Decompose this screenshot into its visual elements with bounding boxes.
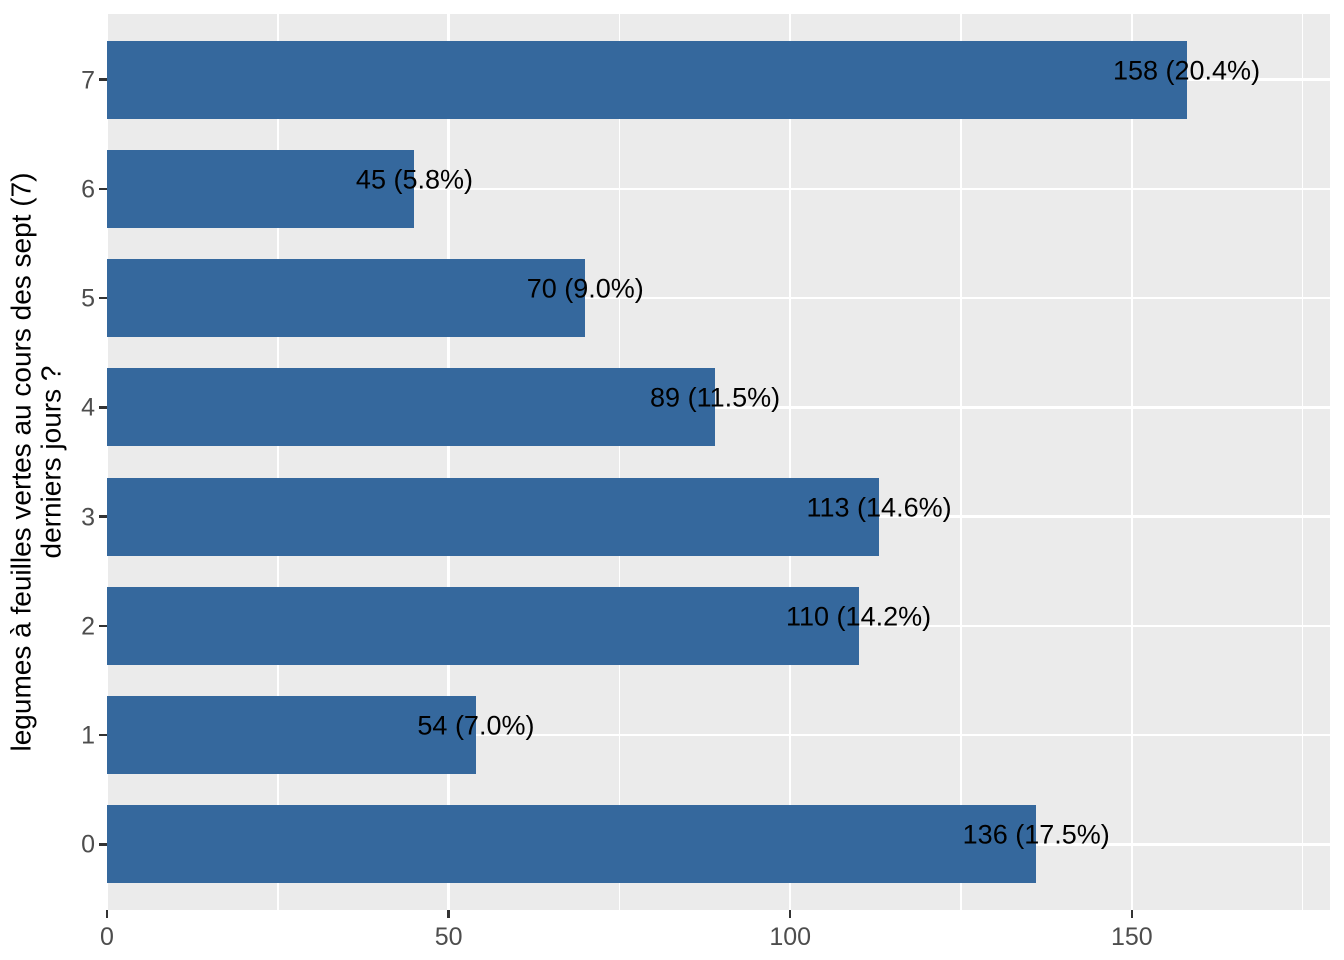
plot-panel: 158 (20.4%) 45 (5.8%) 70 (9.0%) 89 (11.5%) 1… — [107, 14, 1330, 910]
bar-6 — [107, 149, 415, 228]
bar-1 — [107, 696, 476, 775]
y-tick-mark-7 — [99, 78, 107, 81]
bar-7 — [107, 40, 1187, 119]
y-tick-mark-5 — [99, 296, 107, 300]
y-tick-label-1: 1 — [81, 721, 95, 750]
y-axis-title-line-1: legumes à feuilles vertes au cours des s… — [5, 172, 37, 752]
gridline-minor-x-125 — [960, 14, 962, 910]
bar-label-7: 158 (20.4%) — [1112, 55, 1261, 86]
bar-0 — [107, 805, 1037, 884]
bar-label-1: 54 (7.0%) — [417, 710, 535, 741]
y-tick-mark-3 — [99, 515, 107, 518]
gridline-major-y-6 — [107, 187, 1330, 191]
y-tick-label-5: 5 — [81, 284, 95, 313]
x-tick-label-50: 50 — [434, 923, 463, 951]
x-tick-mark-150 — [1130, 910, 1134, 918]
bar-5 — [107, 259, 586, 338]
y-tick-label-4: 4 — [81, 393, 95, 422]
bar-4 — [107, 368, 716, 447]
gridline-minor-x-25 — [277, 14, 279, 910]
bar-label-3: 113 (14.6%) — [806, 492, 952, 523]
gridline-major-y-1 — [107, 733, 1330, 737]
gridline-major-x-100 — [788, 14, 792, 910]
y-axis-title: legumes à feuilles vertes au cours des s… — [5, 0, 66, 932]
x-tick-label-0: 0 — [100, 923, 114, 951]
gridline-minor-x-175 — [1301, 14, 1304, 910]
bar-label-2: 110 (14.2%) — [786, 601, 932, 632]
y-tick-label-6: 6 — [81, 175, 95, 204]
y-tick-mark-6 — [99, 187, 107, 191]
gridline-major-x-0 — [107, 14, 109, 910]
bar-label-0: 136 (17.5%) — [962, 819, 1110, 850]
bar-2 — [107, 586, 859, 665]
gridline-minor-x-75 — [618, 14, 621, 910]
x-tick-mark-100 — [788, 910, 792, 918]
y-axis-title-line-2: derniers jours ? — [35, 365, 66, 559]
x-tick-label-100: 100 — [769, 923, 812, 951]
bar-3 — [107, 477, 880, 556]
y-tick-label-3: 3 — [81, 503, 95, 532]
y-tick-label-7: 7 — [81, 66, 95, 95]
bar-label-4: 89 (11.5%) — [650, 382, 781, 413]
bar-label-5: 70 (9.0%) — [526, 273, 644, 304]
y-tick-mark-0 — [99, 843, 107, 846]
y-tick-mark-2 — [99, 624, 107, 628]
x-tick-mark-0 — [105, 910, 109, 918]
x-tick-label-150: 150 — [1111, 923, 1153, 951]
gridline-major-y-4 — [107, 406, 1330, 409]
bar-label-6: 45 (5.8%) — [355, 164, 473, 195]
y-tick-label-2: 2 — [81, 612, 95, 641]
gridline-major-x-50 — [447, 14, 450, 910]
gridline-major-y-5 — [107, 296, 1330, 300]
y-tick-mark-4 — [99, 406, 107, 409]
y-tick-mark-1 — [99, 733, 107, 737]
x-tick-mark-50 — [447, 910, 450, 918]
gridline-major-x-150 — [1130, 14, 1134, 910]
y-tick-label-0: 0 — [81, 830, 95, 859]
